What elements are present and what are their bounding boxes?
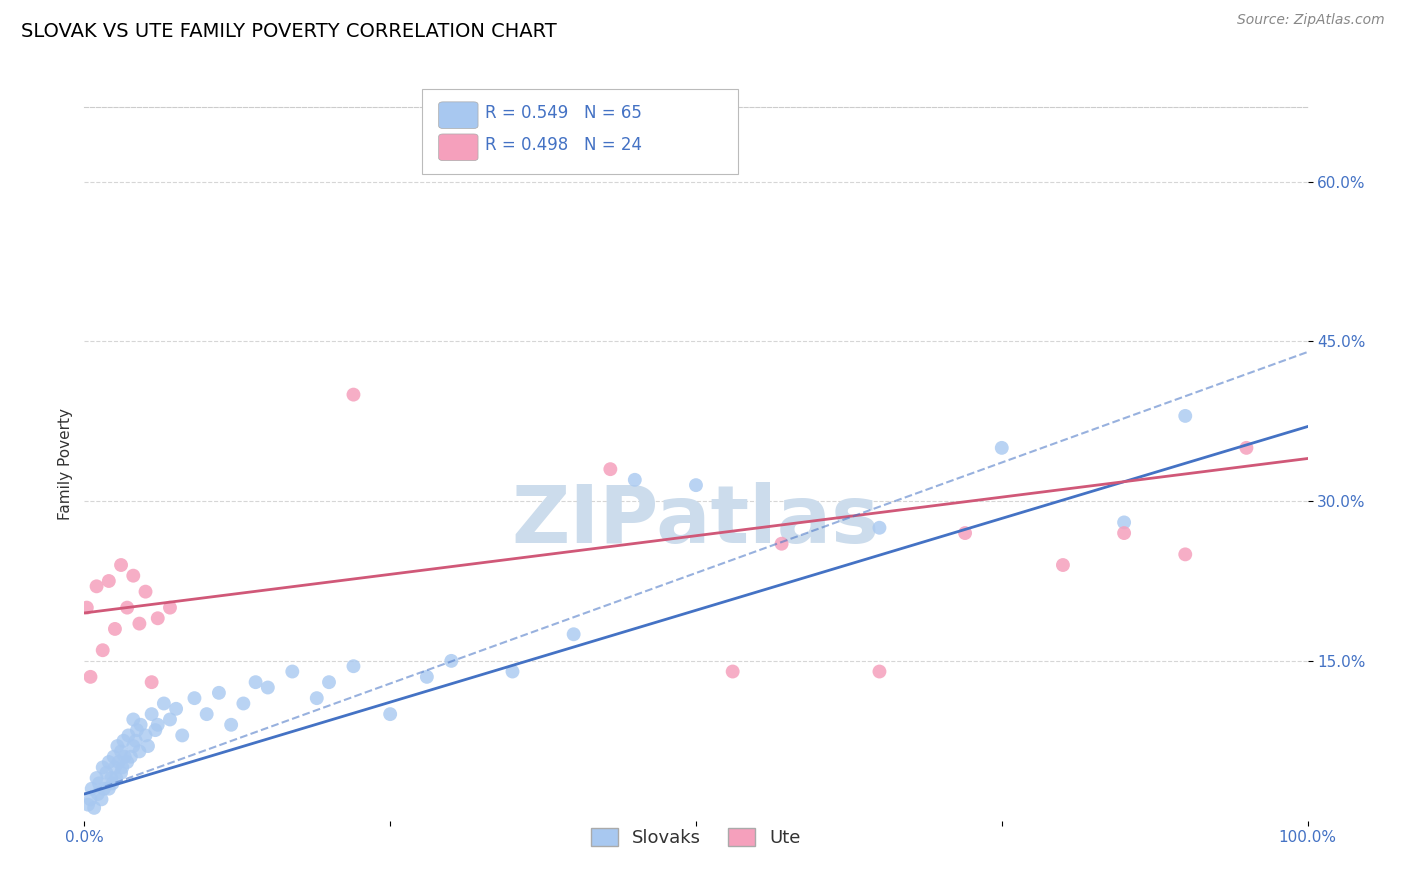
Point bbox=[128, 744, 150, 758]
Point bbox=[110, 558, 132, 572]
Text: Source: ZipAtlas.com: Source: ZipAtlas.com bbox=[1237, 13, 1385, 28]
Point bbox=[1174, 547, 1197, 561]
Point bbox=[721, 665, 744, 679]
Point bbox=[115, 755, 138, 769]
Point bbox=[93, 781, 115, 796]
Point bbox=[1174, 409, 1197, 423]
Point bbox=[77, 797, 100, 812]
Point bbox=[79, 792, 101, 806]
Point bbox=[91, 643, 114, 657]
Text: R = 0.549   N = 65: R = 0.549 N = 65 bbox=[485, 104, 643, 122]
Point bbox=[599, 462, 621, 476]
Point bbox=[86, 771, 108, 785]
Point bbox=[146, 718, 169, 732]
Text: SLOVAK VS UTE FAMILY POVERTY CORRELATION CHART: SLOVAK VS UTE FAMILY POVERTY CORRELATION… bbox=[21, 22, 557, 41]
Point bbox=[110, 765, 132, 780]
Point bbox=[86, 579, 108, 593]
Point bbox=[562, 627, 585, 641]
Point bbox=[305, 691, 328, 706]
Point bbox=[114, 749, 136, 764]
Point bbox=[115, 600, 138, 615]
Point bbox=[143, 723, 166, 738]
Point bbox=[146, 611, 169, 625]
Point bbox=[83, 801, 105, 815]
Point bbox=[416, 670, 439, 684]
Point bbox=[380, 707, 402, 722]
Point bbox=[90, 792, 112, 806]
Point bbox=[100, 771, 122, 785]
Point bbox=[103, 749, 125, 764]
Point bbox=[120, 749, 142, 764]
Point bbox=[770, 537, 793, 551]
Point bbox=[869, 521, 891, 535]
Point bbox=[440, 654, 463, 668]
Point bbox=[869, 665, 891, 679]
Legend: Slovaks, Ute: Slovaks, Ute bbox=[583, 821, 808, 855]
Point bbox=[122, 739, 145, 753]
Point bbox=[111, 760, 134, 774]
Point bbox=[257, 681, 280, 695]
Point bbox=[232, 697, 254, 711]
Point bbox=[80, 781, 103, 796]
Point bbox=[685, 478, 707, 492]
Point bbox=[1114, 526, 1136, 541]
Point bbox=[87, 776, 110, 790]
Point bbox=[172, 728, 194, 742]
Point bbox=[219, 718, 242, 732]
Y-axis label: Family Poverty: Family Poverty bbox=[58, 408, 73, 520]
Point bbox=[125, 723, 148, 738]
Point bbox=[110, 744, 132, 758]
Point bbox=[135, 728, 157, 742]
Point bbox=[342, 387, 364, 401]
Point bbox=[141, 707, 163, 722]
Point bbox=[122, 568, 145, 582]
Point bbox=[96, 765, 118, 780]
Point bbox=[79, 670, 101, 684]
Point bbox=[159, 713, 181, 727]
Point bbox=[245, 675, 267, 690]
Point bbox=[159, 600, 181, 615]
Point bbox=[208, 686, 231, 700]
Point bbox=[991, 441, 1014, 455]
Point bbox=[97, 574, 120, 588]
Point bbox=[1114, 516, 1136, 530]
Point bbox=[112, 733, 135, 747]
Point bbox=[104, 622, 127, 636]
Point bbox=[1236, 441, 1258, 455]
Point bbox=[624, 473, 647, 487]
Point bbox=[153, 697, 176, 711]
Text: ZIPatlas: ZIPatlas bbox=[512, 482, 880, 560]
Point bbox=[318, 675, 340, 690]
Point bbox=[97, 755, 120, 769]
Point bbox=[97, 781, 120, 796]
Point bbox=[105, 739, 128, 753]
Point bbox=[107, 755, 129, 769]
Point bbox=[165, 702, 187, 716]
Point bbox=[101, 776, 124, 790]
Point bbox=[122, 713, 145, 727]
Text: R = 0.498   N = 24: R = 0.498 N = 24 bbox=[485, 136, 643, 154]
Point bbox=[281, 665, 304, 679]
Point bbox=[76, 600, 98, 615]
Point bbox=[105, 771, 128, 785]
Point bbox=[125, 733, 148, 747]
Point bbox=[128, 616, 150, 631]
Point bbox=[1052, 558, 1074, 572]
Point bbox=[136, 739, 159, 753]
Point bbox=[117, 728, 139, 742]
Point bbox=[91, 760, 114, 774]
Point bbox=[135, 584, 157, 599]
Point bbox=[129, 718, 152, 732]
Point bbox=[502, 665, 524, 679]
Point bbox=[342, 659, 364, 673]
Point bbox=[953, 526, 976, 541]
Point bbox=[104, 760, 127, 774]
Point bbox=[195, 707, 218, 722]
Point bbox=[183, 691, 205, 706]
Point bbox=[87, 787, 110, 801]
Point bbox=[141, 675, 163, 690]
